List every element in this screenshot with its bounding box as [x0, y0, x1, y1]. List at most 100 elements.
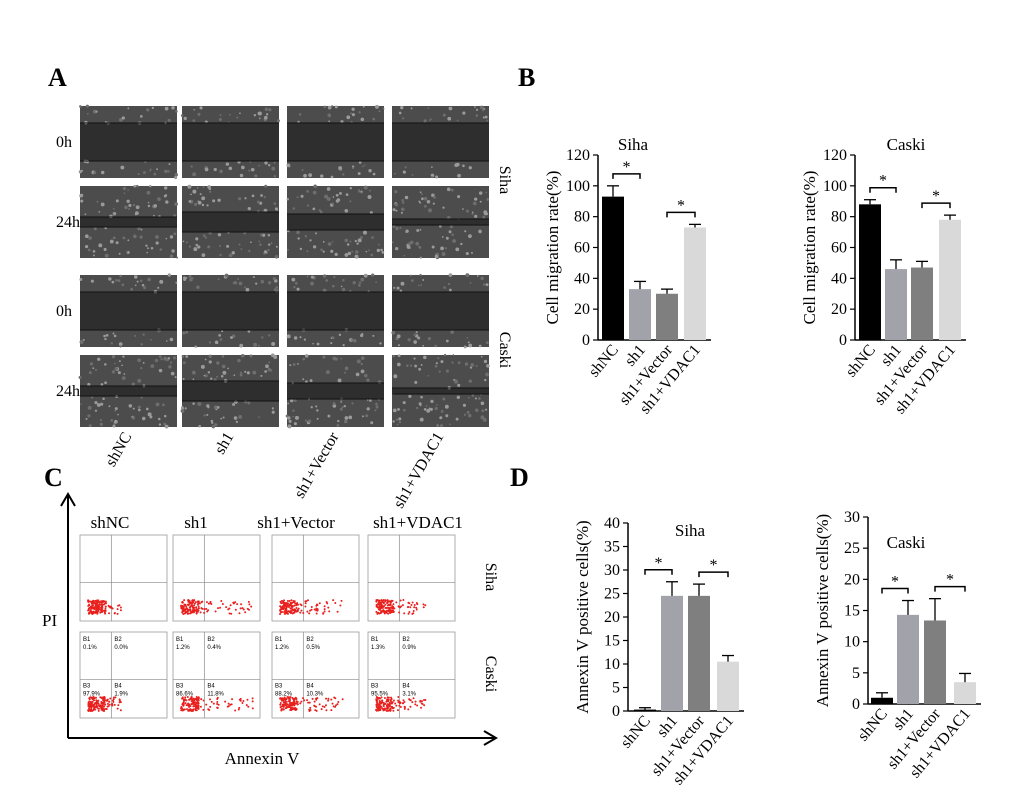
cell-speck: [337, 419, 340, 423]
event-dot: [280, 708, 283, 711]
cell-speck: [423, 119, 427, 123]
cell-speck: [123, 192, 126, 195]
cell-speck: [344, 366, 349, 371]
event-dot: [306, 610, 309, 613]
cell-speck: [155, 402, 160, 407]
y-tick-label: 15: [844, 603, 860, 620]
cell-speck: [94, 401, 98, 405]
event-dot: [296, 703, 299, 706]
event-dot: [90, 602, 93, 605]
event-dot: [241, 702, 244, 705]
cell-speck: [118, 342, 123, 347]
cell-speck: [80, 403, 82, 405]
cell-speck: [268, 334, 271, 337]
cell-speck: [485, 372, 489, 377]
cell-speck: [448, 273, 453, 277]
cell-speck: [447, 116, 452, 121]
event-dot: [287, 700, 290, 703]
event-dot: [95, 599, 98, 602]
cell-speck: [239, 112, 241, 115]
cell-speck: [360, 277, 365, 282]
cell-speck: [417, 336, 421, 340]
y-tick-label: 30: [844, 509, 860, 526]
cell-speck: [462, 208, 464, 210]
event-dot: [184, 603, 187, 606]
event-dot: [99, 600, 102, 603]
cell-speck: [175, 110, 178, 113]
event-dot: [93, 608, 96, 611]
cell-speck: [259, 243, 262, 246]
cell-speck: [304, 419, 308, 422]
event-dot: [377, 704, 380, 707]
event-dot: [100, 696, 103, 699]
event-dot: [251, 700, 254, 703]
event-dot: [201, 607, 204, 610]
significance-mark: *: [623, 159, 631, 176]
event-dot: [388, 603, 391, 606]
event-dot: [180, 709, 183, 712]
cell-speck: [421, 197, 424, 201]
event-dot: [190, 703, 193, 706]
cell-speck: [360, 236, 363, 239]
cell-speck: [185, 330, 189, 334]
cell-speck: [403, 254, 406, 257]
cell-speck: [93, 227, 97, 231]
event-dot: [224, 700, 227, 703]
cell-speck: [408, 241, 412, 246]
cell-speck: [111, 370, 116, 374]
cell-speck: [208, 341, 212, 344]
cell-speck: [273, 202, 277, 205]
y-tick-label: 0: [852, 696, 860, 713]
cell-speck: [414, 380, 418, 384]
event-dot: [376, 612, 379, 615]
cell-speck: [475, 114, 479, 117]
cell-speck: [88, 424, 92, 428]
event-dot: [242, 699, 245, 702]
cell-speck: [374, 409, 377, 412]
cell-speck: [206, 204, 209, 207]
cell-speck: [375, 402, 378, 406]
event-dot: [227, 705, 230, 708]
event-dot: [117, 704, 120, 707]
cell-speck: [163, 414, 167, 418]
event-dot: [385, 704, 388, 707]
cell-speck: [208, 187, 212, 191]
cell-speck: [339, 191, 342, 195]
cell-speck: [425, 404, 428, 407]
event-dot: [304, 602, 307, 605]
event-dot: [327, 606, 330, 609]
event-dot: [330, 709, 333, 712]
cell-speck: [137, 173, 140, 176]
cell-speck: [465, 252, 469, 256]
event-dot: [104, 703, 107, 706]
cell-speck: [346, 115, 351, 120]
event-dot: [187, 604, 190, 607]
cell-speck: [195, 243, 198, 247]
event-dot: [116, 612, 119, 615]
cell-speck: [294, 399, 297, 402]
event-dot: [286, 696, 289, 699]
wound-image: [79, 273, 178, 348]
event-dot: [113, 703, 116, 706]
event-dot: [391, 607, 394, 610]
cell-speck: [426, 409, 431, 413]
cell-speck: [401, 117, 405, 120]
quadrant-name: B1: [176, 637, 184, 643]
cell-speck: [141, 283, 145, 287]
cell-speck: [221, 330, 224, 333]
cell-speck: [294, 415, 299, 420]
cell-speck: [347, 251, 352, 256]
cell-speck: [419, 191, 422, 194]
event-dot: [118, 701, 121, 704]
cell-speck: [239, 173, 244, 178]
cell-speck: [429, 407, 433, 411]
cell-speck: [216, 361, 220, 365]
cell-speck: [413, 340, 417, 344]
event-dot: [97, 610, 100, 613]
cell-speck: [427, 107, 430, 110]
cell-speck: [485, 341, 489, 345]
event-dot: [339, 604, 342, 607]
event-dot: [104, 605, 107, 608]
event-dot: [182, 612, 185, 615]
cell-speck: [139, 279, 143, 283]
